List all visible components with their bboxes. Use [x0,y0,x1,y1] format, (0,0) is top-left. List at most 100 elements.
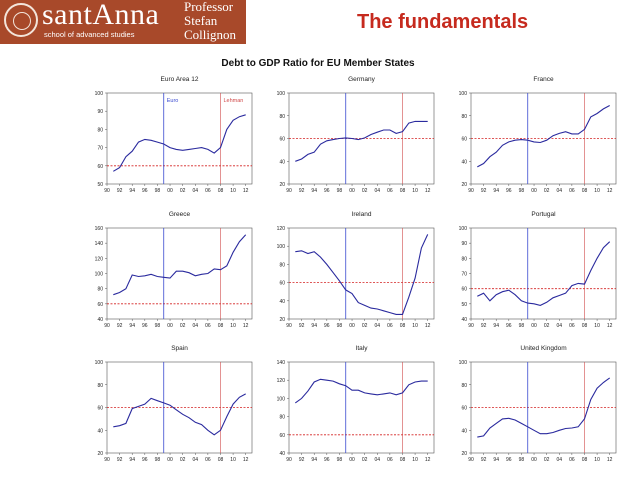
x-tick-label: 06 [387,188,393,194]
y-tick-label: 40 [279,299,285,305]
x-tick-label: 04 [556,323,562,329]
x-tick-label: 94 [311,188,317,194]
x-tick-label: 90 [468,323,474,329]
x-tick-label: 10 [594,323,600,329]
x-tick-label: 92 [481,323,487,329]
y-tick-label: 40 [97,428,103,434]
chart-panel-france: France 20 40 60 80 100 90 92 94 96 98 00 02 04 06 08 10 1… [459,76,617,194]
chart-panel-spain: Spain 20 40 60 80 100 90 92 94 96 98 00 02 04 06 08 10 12 [95,345,253,463]
x-tick-label: 92 [299,323,305,329]
x-tick-label: 96 [506,323,512,329]
x-tick-label: 12 [425,188,431,194]
y-tick-label: 100 [95,91,104,97]
x-tick-label: 96 [324,457,330,463]
plot-frame [288,227,435,320]
x-tick-label: 06 [387,323,393,329]
y-tick-label: 100 [277,396,286,402]
prof-line-2: Stefan [184,13,218,28]
x-tick-label: 12 [425,457,431,463]
x-tick-label: 12 [607,188,613,194]
panel-title: Germany [348,76,375,83]
panel-title: France [533,76,554,83]
x-tick-label: 10 [412,457,418,463]
x-tick-label: 00 [167,323,173,329]
y-tick-label: 60 [97,302,103,308]
series-line [477,377,611,438]
x-tick-label: 02 [544,188,550,194]
y-tick-label: 160 [95,226,104,232]
x-tick-label: 96 [142,457,148,463]
x-tick-label: 10 [230,188,236,194]
x-tick-label: 90 [286,323,292,329]
y-tick-label: 20 [461,451,467,457]
y-tick-label: 80 [461,114,467,120]
series-line [477,105,610,168]
y-tick-label: 80 [279,114,285,120]
x-tick-label: 00 [167,457,173,463]
chart-panel-germany: Germany 20 40 60 80 100 90 92 94 96 98 00 02 04 06 08 10… [277,76,435,194]
series-line [295,120,428,162]
x-tick-label: 92 [117,323,123,329]
x-tick-label: 10 [412,188,418,194]
y-tick-label: 100 [95,360,104,366]
panel-title: Euro Area 12 [161,76,199,83]
x-tick-label: 98 [337,457,343,463]
panel-title: Portugal [531,211,556,218]
x-tick-label: 98 [337,323,343,329]
panel-title: Greece [169,211,191,218]
y-tick-label: 100 [459,91,468,97]
x-tick-label: 02 [362,457,368,463]
lehman-label: Lehman [223,98,243,104]
x-tick-label: 12 [243,323,249,329]
x-tick-label: 12 [607,457,613,463]
x-tick-label: 94 [493,457,499,463]
y-tick-label: 40 [279,159,285,165]
professor-name: Professor Stefan Collignon [184,0,236,42]
panel-title: Italy [356,345,369,352]
x-tick-label: 04 [556,188,562,194]
x-tick-label: 04 [192,457,198,463]
x-tick-label: 90 [104,188,110,194]
y-tick-label: 40 [461,159,467,165]
x-tick-label: 04 [556,457,562,463]
y-tick-label: 20 [279,317,285,323]
y-tick-label: 20 [461,182,467,188]
euro-label: Euro [167,98,179,104]
y-tick-label: 40 [279,451,285,457]
x-tick-label: 94 [311,457,317,463]
x-tick-label: 00 [531,323,537,329]
university-seal-icon [4,3,38,37]
y-tick-label: 60 [279,137,285,143]
x-tick-label: 02 [180,188,186,194]
x-tick-label: 02 [544,323,550,329]
x-tick-label: 08 [582,457,588,463]
y-tick-label: 60 [97,164,103,170]
x-tick-label: 08 [582,323,588,329]
x-tick-label: 04 [192,188,198,194]
x-tick-label: 90 [468,457,474,463]
y-tick-label: 70 [461,272,467,278]
x-tick-label: 96 [142,323,148,329]
x-tick-label: 98 [155,188,161,194]
x-tick-label: 94 [493,188,499,194]
y-tick-label: 80 [279,262,285,268]
y-tick-label: 40 [97,317,103,323]
y-tick-label: 80 [97,127,103,133]
y-tick-label: 90 [461,241,467,247]
y-tick-label: 80 [279,415,285,421]
x-tick-label: 92 [299,457,305,463]
y-tick-label: 140 [277,360,286,366]
y-tick-label: 100 [95,272,104,278]
y-tick-label: 120 [95,256,104,262]
x-tick-label: 08 [582,188,588,194]
series-line [477,241,611,306]
y-tick-label: 60 [279,433,285,439]
prof-line-3: Collignon [184,27,237,42]
x-tick-label: 94 [129,323,135,329]
figure-title: Debt to GDP Ratio for EU Member States [221,58,415,69]
plot-frame [288,361,435,454]
x-tick-label: 12 [243,457,249,463]
chart-panel-italy: Italy 40 60 80 100 120 140 90 92 94 96 98 00 02 04 06 08… [277,345,435,463]
x-tick-label: 02 [544,457,550,463]
